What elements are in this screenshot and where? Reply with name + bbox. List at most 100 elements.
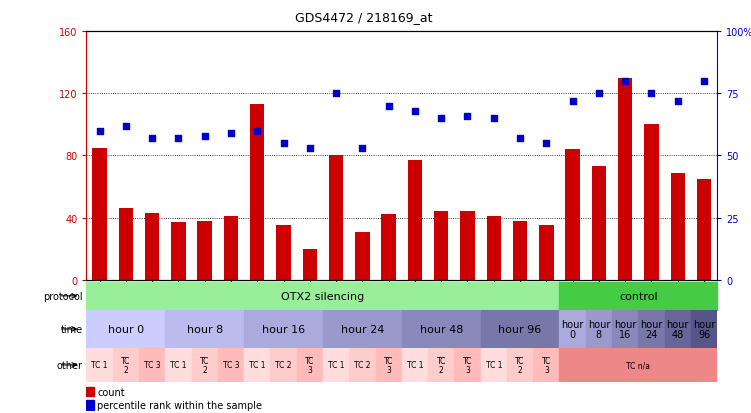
Bar — [644, 125, 659, 280]
Point — [146, 135, 158, 142]
Bar — [638, 310, 665, 348]
Text: TC
3: TC 3 — [305, 356, 315, 375]
Bar — [139, 348, 165, 382]
Bar — [507, 348, 533, 382]
Bar — [691, 310, 717, 348]
Text: hour
96: hour 96 — [693, 319, 715, 339]
Point — [619, 78, 631, 85]
Bar — [376, 348, 402, 382]
Bar — [382, 215, 396, 280]
Bar — [119, 209, 133, 280]
Bar — [270, 348, 297, 382]
Point — [566, 98, 578, 105]
Point — [488, 116, 500, 122]
Text: TC 1: TC 1 — [407, 361, 423, 370]
Text: hour
8: hour 8 — [588, 319, 610, 339]
Text: TC
2: TC 2 — [200, 356, 210, 375]
Text: time: time — [61, 324, 83, 334]
Point — [593, 91, 605, 97]
Text: OTX2 silencing: OTX2 silencing — [282, 291, 364, 301]
Bar — [276, 226, 291, 280]
Bar — [559, 348, 717, 382]
Bar — [586, 310, 612, 348]
Text: hour 0: hour 0 — [107, 324, 144, 334]
Point — [461, 113, 473, 120]
Text: TC 1: TC 1 — [92, 361, 107, 370]
Point — [198, 133, 210, 140]
Text: protocol: protocol — [43, 291, 83, 301]
Text: TC
2: TC 2 — [121, 356, 131, 375]
Bar — [323, 348, 349, 382]
Text: TC
2: TC 2 — [515, 356, 525, 375]
Point — [303, 145, 315, 152]
Point — [251, 128, 263, 135]
Bar — [487, 216, 501, 280]
Bar — [402, 348, 428, 382]
Bar — [428, 348, 454, 382]
Point — [356, 145, 368, 152]
Bar — [355, 232, 369, 280]
Point — [278, 140, 290, 147]
Point — [672, 98, 684, 105]
Bar — [329, 156, 343, 280]
Text: TC
2: TC 2 — [436, 356, 446, 375]
Text: TC 2: TC 2 — [354, 361, 370, 370]
Text: hour
16: hour 16 — [614, 319, 636, 339]
Bar — [244, 310, 323, 348]
Bar — [86, 310, 165, 348]
Text: hour 96: hour 96 — [499, 324, 541, 334]
Bar — [86, 282, 559, 310]
Text: GDS4472 / 218169_at: GDS4472 / 218169_at — [295, 11, 433, 24]
Point — [330, 91, 342, 97]
Bar — [612, 310, 638, 348]
Bar — [171, 223, 185, 280]
Text: count: count — [98, 387, 125, 396]
Bar — [454, 348, 481, 382]
Bar — [559, 310, 586, 348]
Bar — [592, 167, 606, 280]
Bar — [671, 173, 685, 280]
Bar — [539, 226, 553, 280]
Bar — [566, 150, 580, 280]
Bar — [697, 179, 711, 280]
Text: TC 2: TC 2 — [276, 361, 291, 370]
Text: TC
3: TC 3 — [384, 356, 394, 375]
Point — [93, 128, 105, 135]
Point — [435, 116, 447, 122]
Point — [698, 78, 710, 85]
Text: hour 16: hour 16 — [262, 324, 305, 334]
Text: hour
48: hour 48 — [667, 319, 689, 339]
Text: TC 1: TC 1 — [328, 361, 344, 370]
Bar — [192, 348, 218, 382]
Point — [645, 91, 658, 97]
Point — [382, 103, 395, 110]
Bar — [533, 348, 559, 382]
Bar — [513, 221, 527, 280]
Bar — [86, 348, 113, 382]
Text: TC n/a: TC n/a — [626, 361, 650, 370]
Bar — [481, 310, 559, 348]
Bar — [297, 348, 323, 382]
Bar — [165, 348, 192, 382]
Bar — [224, 216, 238, 280]
Bar — [244, 348, 270, 382]
Text: TC 1: TC 1 — [170, 361, 186, 370]
Text: hour 8: hour 8 — [186, 324, 223, 334]
Text: other: other — [56, 360, 83, 370]
Bar — [434, 212, 448, 280]
Point — [225, 131, 237, 137]
Bar — [165, 310, 244, 348]
Text: percentile rank within the sample: percentile rank within the sample — [98, 400, 262, 410]
Bar — [402, 310, 481, 348]
Text: TC
3: TC 3 — [541, 356, 551, 375]
Text: hour 24: hour 24 — [341, 324, 384, 334]
Bar — [323, 310, 402, 348]
Text: TC 1: TC 1 — [249, 361, 265, 370]
Bar — [460, 212, 475, 280]
Bar — [618, 78, 632, 280]
Point — [173, 135, 185, 142]
Bar — [198, 221, 212, 280]
Text: TC
3: TC 3 — [463, 356, 472, 375]
Bar — [250, 105, 264, 280]
Bar — [665, 310, 691, 348]
